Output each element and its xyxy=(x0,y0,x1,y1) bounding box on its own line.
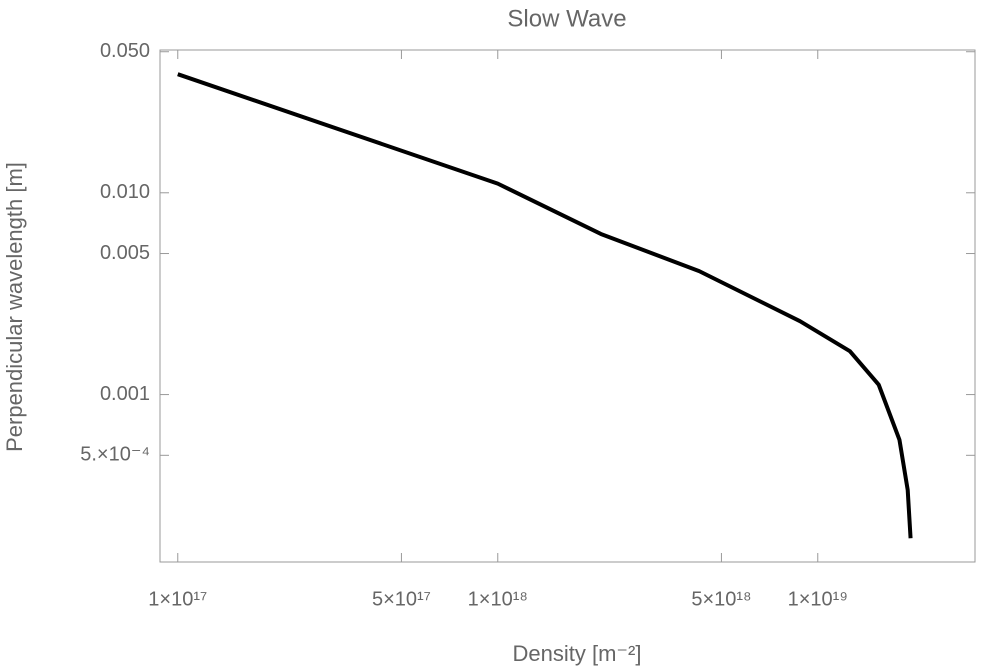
chart-title: Slow Wave xyxy=(507,5,626,32)
y-axis-label: Perpendicular wavelength [m] xyxy=(2,162,27,452)
plot-frame xyxy=(159,49,976,563)
y-tick-label: 0.010 xyxy=(100,181,150,203)
x-tick-label: 1×10¹⁹ xyxy=(788,588,848,610)
data-line xyxy=(177,72,913,539)
x-tick-label: 5×10¹⁸ xyxy=(691,588,751,610)
y-tick-label: 5.×10⁻⁴ xyxy=(80,444,150,466)
x-tick-label: 5×10¹⁷ xyxy=(372,588,431,610)
y-tick-label: 0.050 xyxy=(100,40,150,62)
y-tick-label: 0.001 xyxy=(100,383,150,405)
x-tick-label: 1×10¹⁷ xyxy=(148,588,207,610)
x-tick-label: 1×10¹⁸ xyxy=(468,588,528,610)
x-axis-label: Density [m⁻²] xyxy=(513,641,642,666)
y-tick-label: 0.005 xyxy=(100,242,150,264)
